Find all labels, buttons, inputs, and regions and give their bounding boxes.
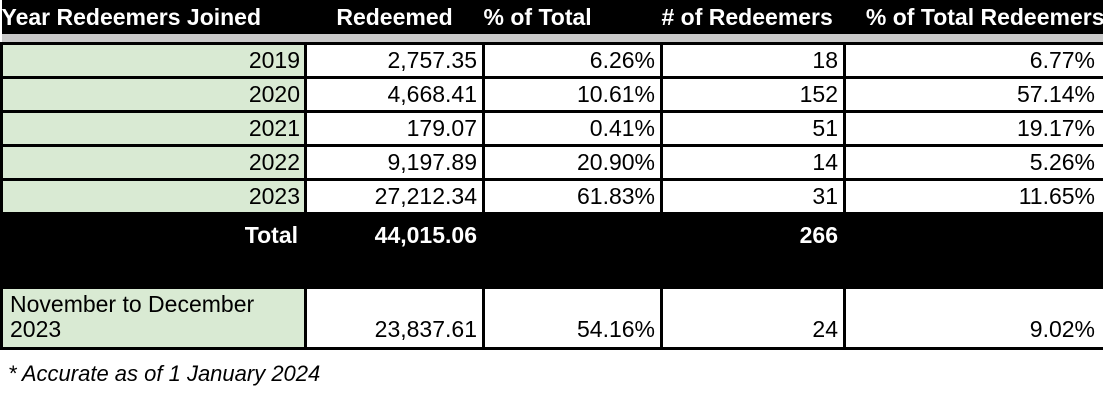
total-pct-of-total[interactable] [482,211,663,289]
cell-num-redeemers[interactable]: 31 [660,177,846,215]
cell-period-label[interactable]: November to December 2023 [0,287,307,350]
table-row-2019: 2019 2,757.35 6.26% 18 6.77% [0,41,1103,79]
cell-pct-of-total-redeemers[interactable]: 19.17% [843,109,1103,147]
cell-pct-of-total-redeemers[interactable]: 6.77% [843,41,1103,79]
cell-year[interactable]: 2021 [0,109,307,147]
cell-year[interactable]: 2019 [0,41,307,79]
total-pct-of-total-redeemers[interactable] [843,211,1103,289]
cell-num-redeemers[interactable]: 18 [660,41,846,79]
cell-year[interactable]: 2022 [0,143,307,181]
header-year-redeemers-joined[interactable]: Year Redeemers Joined [1,0,306,34]
cell-pct-of-total-redeemers[interactable]: 5.26% [843,143,1103,181]
cell-pct-of-total-redeemers[interactable]: 57.14% [843,75,1103,113]
total-redeemed[interactable]: 44,015.06 [304,211,485,289]
cell-pct-of-total[interactable]: 0.41% [482,109,663,147]
table-row-nov-dec-2023: November to December 2023 23,837.61 54.1… [0,287,1103,350]
cell-redeemed[interactable]: 4,668.41 [304,75,485,113]
cell-num-redeemers[interactable]: 51 [660,109,846,147]
cell-redeemed[interactable]: 23,837.61 [304,287,485,350]
cell-redeemed[interactable]: 9,197.89 [304,143,485,181]
cell-redeemed[interactable]: 2,757.35 [304,41,485,79]
cell-pct-of-total[interactable]: 10.61% [482,75,663,113]
cell-year[interactable]: 2023 [0,177,307,215]
table-row-2021: 2021 179.07 0.41% 51 19.17% [0,109,1103,147]
cell-pct-of-total[interactable]: 61.83% [482,177,663,215]
cell-num-redeemers[interactable]: 24 [660,287,846,350]
table-row-2022: 2022 9,197.89 20.90% 14 5.26% [0,143,1103,181]
header-redeemed[interactable]: Redeemed [305,0,484,34]
cell-pct-of-total[interactable]: 6.26% [482,41,663,79]
cell-pct-of-total[interactable]: 54.16% [482,287,663,350]
cell-year[interactable]: 2020 [0,75,307,113]
cell-pct-of-total[interactable]: 20.90% [482,143,663,181]
cell-redeemed[interactable]: 179.07 [304,109,485,147]
separator-strip-cell [1,34,1103,43]
cell-pct-of-total-redeemers[interactable]: 11.65% [843,177,1103,215]
cell-redeemed[interactable]: 27,212.34 [304,177,485,215]
table-total-row: Total 44,015.06 266 [0,211,1103,289]
table-row-2020: 2020 4,668.41 10.61% 152 57.14% [0,75,1103,113]
total-num-redeemers[interactable]: 266 [660,211,846,289]
redeemers-table: Year Redeemers Joined Redeemed % of Tota… [0,0,1103,350]
cell-pct-of-total-redeemers[interactable]: 9.02% [843,287,1103,350]
table-row-2023: 2023 27,212.34 61.83% 31 11.65% [0,177,1103,215]
header-pct-of-total[interactable]: % of Total [483,0,662,34]
separator-strip [1,34,1103,43]
cell-num-redeemers[interactable]: 152 [660,75,846,113]
table-header-row: Year Redeemers Joined Redeemed % of Tota… [1,0,1103,34]
header-num-redeemers[interactable]: # of Redeemers [661,0,845,34]
cell-num-redeemers[interactable]: 14 [660,143,846,181]
header-pct-of-total-redeemers[interactable]: % of Total Redeemers [844,0,1103,34]
total-label[interactable]: Total [0,211,307,289]
accuracy-footnote: * Accurate as of 1 January 2024 [8,360,321,386]
